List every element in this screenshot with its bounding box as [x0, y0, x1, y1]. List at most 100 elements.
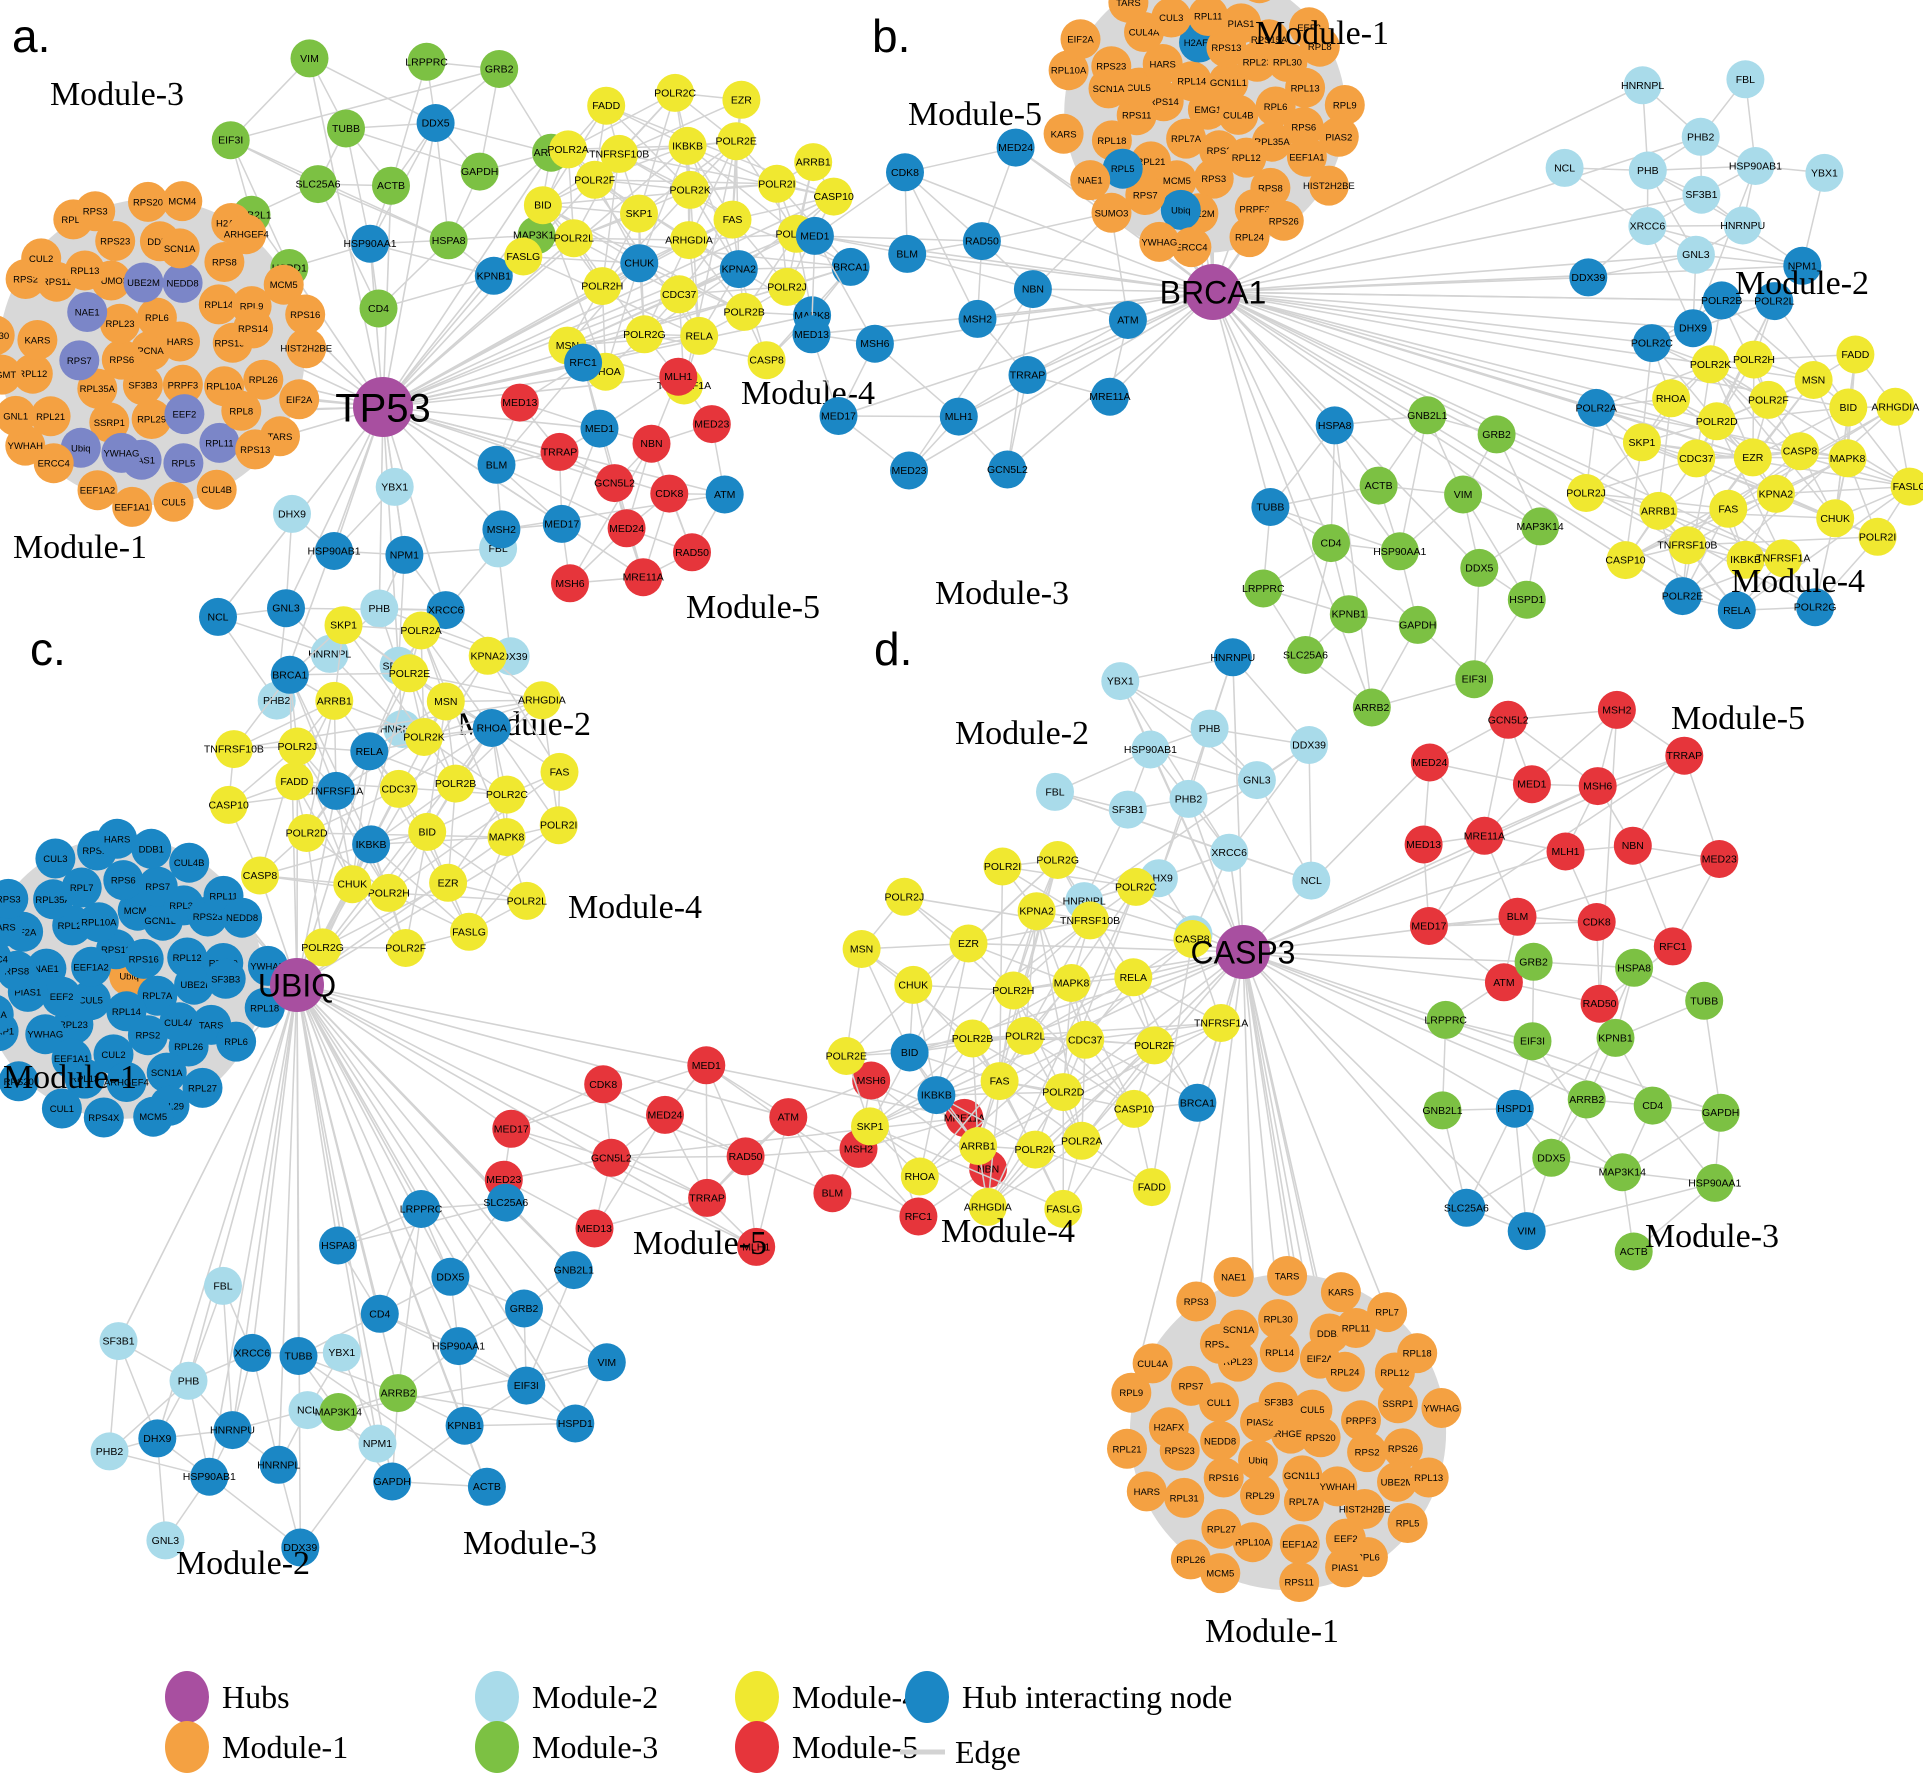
node-label: RFC1 — [905, 1211, 933, 1223]
network-node-ACTB — [1359, 466, 1398, 505]
node-label: XRCC6 — [1211, 847, 1247, 859]
node-label: MSH2 — [844, 1143, 873, 1155]
network-node-CUL4B — [1218, 94, 1259, 135]
node-label: RPL6 — [1356, 1553, 1380, 1564]
network-node-MED13 — [792, 315, 831, 354]
hub-edge — [296, 984, 381, 1315]
node-label: MED23 — [1702, 854, 1737, 866]
network-node-MCM4 — [162, 181, 203, 222]
node-label: SCN1A — [1223, 1325, 1255, 1336]
node-label: POLR2F — [1134, 1040, 1175, 1052]
node-label: RPL10A — [1235, 1538, 1271, 1549]
network-node-EEF1A2 — [1279, 1524, 1320, 1565]
hub-edge — [251, 984, 298, 1353]
node-label: BID — [901, 1047, 919, 1059]
node-label: UBE2M — [1381, 1477, 1414, 1488]
network-node-ARHGDIA — [968, 1187, 1007, 1226]
node-label: EZR — [438, 877, 459, 889]
node-label: RPS26 — [1388, 1444, 1418, 1455]
node-label: RPS3 — [1184, 1297, 1209, 1308]
node-label: RPL29 — [137, 415, 166, 426]
node-label: POLR2I — [1859, 531, 1896, 543]
node-label: LRPPRC — [405, 56, 448, 68]
network-node-CASP8 — [241, 856, 279, 895]
node-label: MED13 — [502, 397, 537, 409]
network-node-SCN1A — [159, 228, 200, 269]
hub-edge — [1242, 951, 1588, 1101]
network-node-CASP10 — [1115, 1089, 1153, 1128]
panel-d: PHB2DHX9SF3B1HSP90AB1PHBGNL3XRCC6DDX39NC… — [826, 623, 1805, 1650]
node-label: TUBB — [1690, 995, 1718, 1007]
network-node-POLR2F — [575, 160, 614, 199]
node-label: LRPPRC — [1424, 1014, 1467, 1026]
edge — [870, 1080, 920, 1217]
network-node-MED1 — [580, 409, 619, 448]
network-node-GRB2 — [480, 50, 519, 88]
edge — [593, 1114, 666, 1229]
legend-label: Module-2 — [532, 1679, 658, 1715]
node-label: ARHGEF4 — [1268, 1429, 1313, 1440]
node-label: FASLG — [1046, 1203, 1080, 1215]
network-node-POLR2L — [554, 219, 593, 258]
network-node-ACTB — [1614, 1232, 1653, 1271]
node-label: RAD50 — [1583, 998, 1617, 1010]
edge — [594, 1197, 708, 1230]
node-label: RPL26 — [249, 375, 278, 386]
network-node-CASP10 — [209, 785, 248, 824]
node-label: YWHAH — [8, 441, 44, 452]
network-node-ARRB1 — [794, 143, 833, 182]
hub-edge — [1212, 276, 1589, 293]
node-label: YWHAG — [1141, 237, 1177, 248]
node-label: RPL7 — [1375, 1308, 1399, 1319]
node-label: MAP3K14 — [1599, 1167, 1646, 1179]
network-node-VIM — [1444, 475, 1483, 514]
node-label: NEDD8 — [1204, 1436, 1236, 1447]
node-label: CASP10 — [209, 799, 249, 811]
node-label: NCL — [1301, 875, 1322, 887]
node-label: RPL35A — [35, 895, 71, 906]
node-label: MED17 — [494, 1123, 529, 1135]
hub-edge — [907, 253, 1214, 293]
network-node-RAD50 — [673, 533, 711, 572]
node-label: POLR2J — [885, 891, 925, 903]
network-node-GRB2 — [1477, 415, 1516, 454]
node-label: TNFRSF10B — [1657, 540, 1717, 552]
node-label: PIAS1 — [1228, 19, 1255, 30]
network-node-MLH1 — [1546, 832, 1585, 871]
hub-edge — [382, 406, 600, 430]
network-node-EZR — [1733, 438, 1772, 477]
node-label: CHUK — [624, 258, 654, 270]
node-label: PCNA — [0, 1010, 8, 1021]
network-node-EIF2A — [279, 379, 320, 420]
node-label: NBN — [1022, 284, 1044, 296]
edge — [569, 443, 653, 584]
node-label: PRPF3 — [1346, 1416, 1377, 1427]
node-label: GNB2L1 — [554, 1265, 594, 1277]
node-label: RPL23 — [59, 1020, 88, 1031]
network-node-TRRAP — [540, 432, 579, 471]
node-label: POLR2E — [389, 668, 430, 680]
node-label: POLR2D — [1042, 1087, 1084, 1099]
node-label: NAE1 — [34, 964, 59, 975]
edge — [222, 1285, 234, 1431]
node-label: RPL35A — [1254, 137, 1290, 148]
network-node-EEF1A2 — [71, 946, 112, 987]
network-node-MAPK8 — [1052, 964, 1091, 1002]
node-label: SCN1A — [1093, 84, 1125, 95]
network-node-CASP8 — [1781, 432, 1819, 471]
hub-edge — [1212, 84, 1643, 293]
hub-label: BRCA1 — [1160, 275, 1267, 311]
hub-edge — [1212, 291, 1272, 508]
network-node-RPL10A — [1232, 1522, 1273, 1563]
node-label: EEF1A2 — [73, 962, 108, 973]
node-label: RPS2 — [1355, 1448, 1380, 1459]
network-node-POLR2A — [1062, 1121, 1101, 1160]
module-label: Module-3 — [463, 1525, 597, 1562]
cluster-a-Module-5: GCN5L2 MED1 NBN CDK8 MED24 MED17 TRRAP ATM RAD50… — [477, 343, 744, 603]
network-node-NEDD8 — [1200, 1420, 1241, 1461]
node-label: TUBB — [1256, 502, 1284, 514]
network-node-TUBB — [1251, 488, 1290, 526]
edge — [1119, 680, 1230, 854]
network-node-RPL14 — [1259, 1332, 1300, 1373]
node-label: RPS16 — [129, 954, 159, 965]
